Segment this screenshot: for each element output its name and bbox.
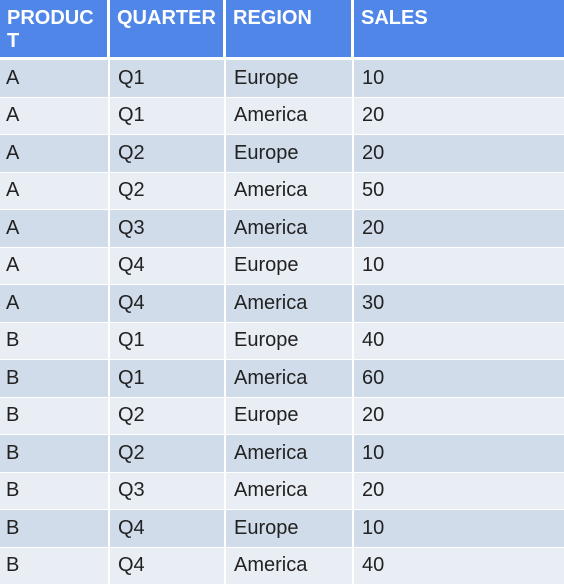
column-header-sales: SALES xyxy=(354,0,564,60)
column-header-product: PRODUCT xyxy=(0,0,110,60)
cell-quarter: Q3 xyxy=(110,210,226,248)
cell-sales: 60 xyxy=(354,360,564,398)
cell-quarter: Q1 xyxy=(110,323,226,361)
cell-sales: 10 xyxy=(354,248,564,286)
cell-quarter: Q2 xyxy=(110,398,226,436)
cell-sales: 20 xyxy=(354,473,564,511)
cell-product: B xyxy=(0,323,110,361)
cell-sales: 10 xyxy=(354,510,564,548)
cell-sales: 30 xyxy=(354,285,564,323)
cell-sales: 20 xyxy=(354,398,564,436)
cell-sales: 20 xyxy=(354,98,564,136)
cell-product: B xyxy=(0,473,110,511)
cell-quarter: Q4 xyxy=(110,548,226,585)
cell-region: Europe xyxy=(226,398,354,436)
cell-quarter: Q2 xyxy=(110,135,226,173)
header-row: PRODUCT QUARTER REGION SALES xyxy=(0,0,564,60)
cell-product: A xyxy=(0,285,110,323)
cell-product: A xyxy=(0,135,110,173)
cell-product: A xyxy=(0,98,110,136)
cell-region: America xyxy=(226,210,354,248)
cell-sales: 10 xyxy=(354,435,564,473)
cell-region: America xyxy=(226,285,354,323)
cell-region: Europe xyxy=(226,135,354,173)
cell-product: A xyxy=(0,210,110,248)
column-header-quarter: QUARTER xyxy=(110,0,226,60)
cell-region: America xyxy=(226,98,354,136)
table-header: PRODUCT QUARTER REGION SALES xyxy=(0,0,564,60)
cell-product: B xyxy=(0,360,110,398)
cell-region: America xyxy=(226,435,354,473)
cell-quarter: Q4 xyxy=(110,510,226,548)
cell-region: Europe xyxy=(226,248,354,286)
cell-region: America xyxy=(226,473,354,511)
cell-quarter: Q2 xyxy=(110,435,226,473)
cell-quarter: Q4 xyxy=(110,248,226,286)
cell-quarter: Q1 xyxy=(110,60,226,98)
cell-sales: 40 xyxy=(354,323,564,361)
cell-region: America xyxy=(226,173,354,211)
cell-product: B xyxy=(0,510,110,548)
cell-product: B xyxy=(0,398,110,436)
cell-quarter: Q3 xyxy=(110,473,226,511)
cell-product: A xyxy=(0,173,110,211)
cell-product: B xyxy=(0,548,110,585)
cell-region: America xyxy=(226,360,354,398)
cell-sales: 20 xyxy=(354,210,564,248)
cell-region: Europe xyxy=(226,323,354,361)
cell-sales: 40 xyxy=(354,548,564,585)
cell-quarter: Q2 xyxy=(110,173,226,211)
cell-sales: 50 xyxy=(354,173,564,211)
cell-region: Europe xyxy=(226,510,354,548)
cell-sales: 10 xyxy=(354,60,564,98)
column-header-region: REGION xyxy=(226,0,354,60)
cell-region: America xyxy=(226,548,354,585)
cell-quarter: Q1 xyxy=(110,360,226,398)
cell-product: A xyxy=(0,248,110,286)
cell-product: A xyxy=(0,60,110,98)
cell-quarter: Q4 xyxy=(110,285,226,323)
cell-region: Europe xyxy=(226,60,354,98)
cell-sales: 20 xyxy=(354,135,564,173)
cell-quarter: Q1 xyxy=(110,98,226,136)
cell-product: B xyxy=(0,435,110,473)
